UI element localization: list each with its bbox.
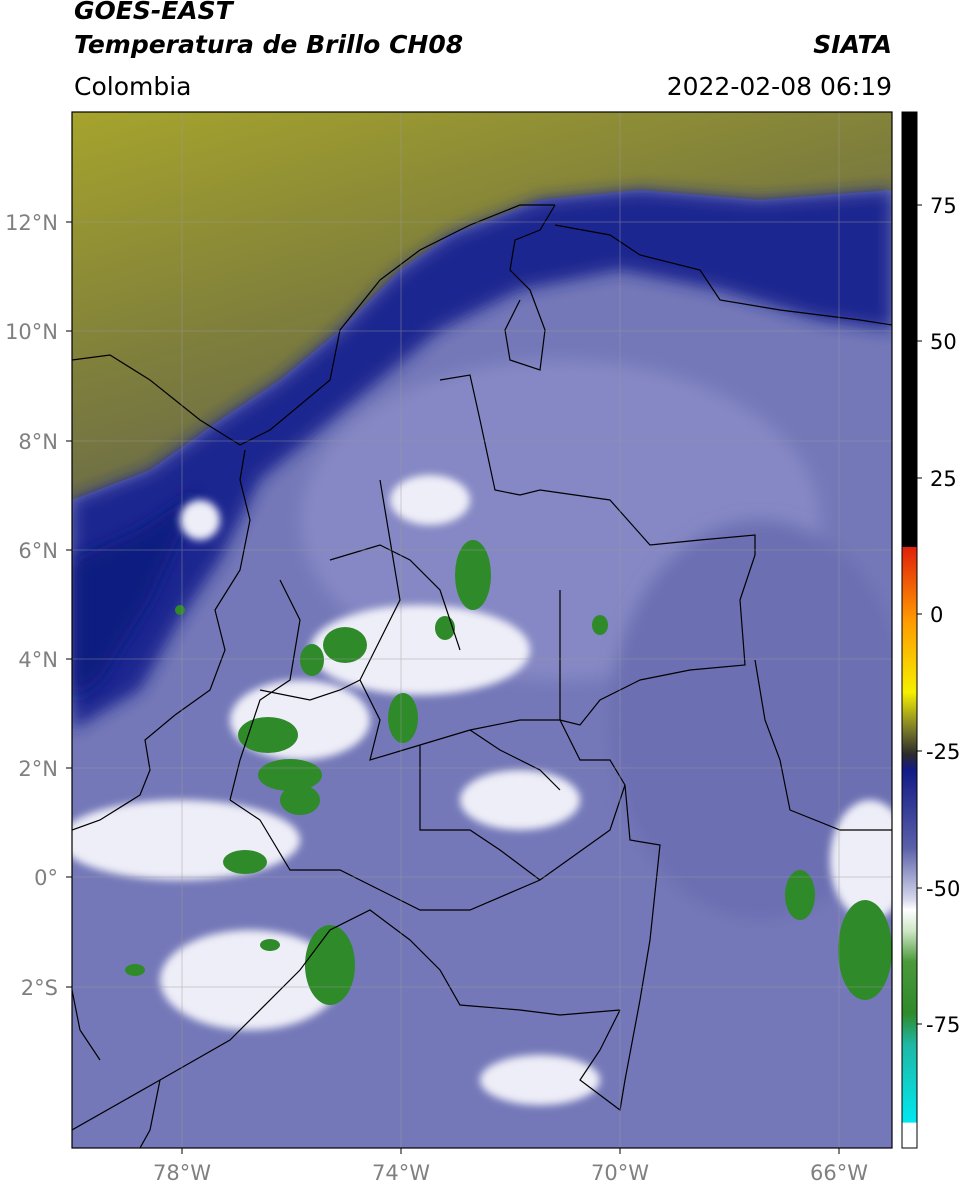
lon-label: 78°W (153, 1161, 211, 1185)
lat-label: 12°N (5, 211, 58, 235)
warm-region (72, 112, 892, 500)
colorbar-label: 25 (930, 467, 957, 491)
agency-label: SIATA (813, 30, 892, 59)
lon-label: 74°W (372, 1161, 430, 1185)
lat-label: 8°N (18, 430, 58, 454)
moist-band-deep (72, 490, 200, 700)
lat-label: 0° (34, 866, 58, 890)
timestamp-label: 2022-02-08 06:19 (666, 72, 892, 101)
product-title: Temperatura de Brillo CH08 (74, 30, 464, 59)
graticule (72, 112, 892, 1148)
moist-band (72, 190, 892, 730)
colorbar-ticks (917, 204, 922, 1025)
lon-label: 70°W (591, 1161, 649, 1185)
colorbar-label: 50 (930, 330, 957, 354)
lat-label: 6°N (18, 539, 58, 563)
colorbar-label: -75 (926, 1013, 960, 1037)
colorbar-label: -50 (926, 877, 960, 901)
axis-ticks (66, 221, 840, 1154)
lat-label: 4°N (18, 648, 58, 672)
colorbar-label: 75 (930, 194, 957, 218)
convective-cells (125, 540, 892, 1005)
colorbar-label: -25 (926, 740, 960, 764)
boundaries (72, 204, 892, 1148)
lat-label: 2°S (21, 976, 58, 1000)
region-label: Colombia (74, 72, 192, 101)
lat-label: 10°N (5, 320, 58, 344)
satellite-title: GOES-EAST (74, 0, 233, 25)
map-frame (71, 111, 893, 1149)
lon-label: 66°W (810, 1161, 868, 1185)
colorbar (901, 111, 918, 1149)
colorbar-label: 0 (930, 603, 943, 627)
cloud-field-southeast (610, 520, 892, 920)
lat-label: 2°N (18, 757, 58, 781)
cold-cloud-tops (72, 475, 892, 1105)
